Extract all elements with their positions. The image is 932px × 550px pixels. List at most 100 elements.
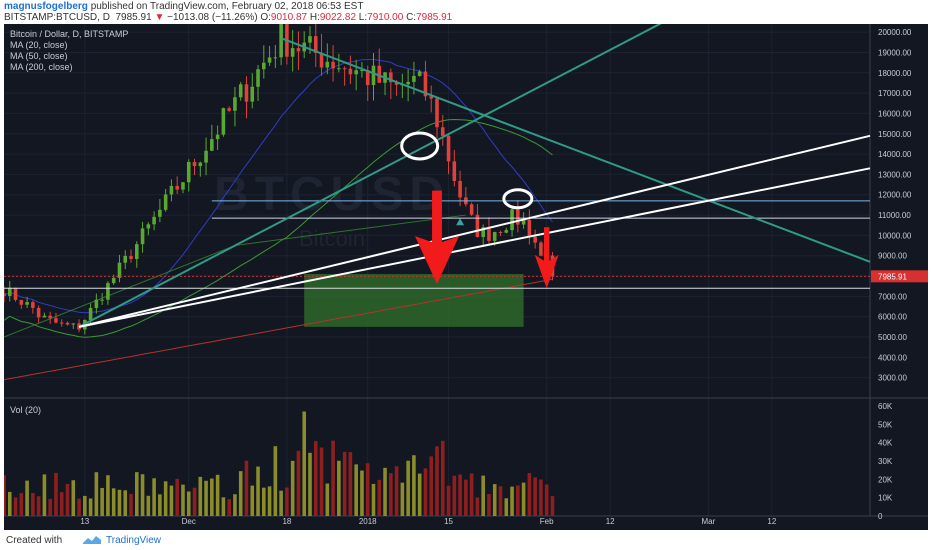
volume-bar-2017-11-05 [36,496,41,516]
moving-averages [3,58,553,381]
volume-bar-2017-12-29 [348,452,353,516]
volume-bar-2017-12-02 [192,487,197,516]
candle-2017-11-27 [163,194,168,210]
candle-2017-12-11 [244,84,249,102]
time-tick-label: Dec [182,517,196,526]
close-value: 7985.91 [416,12,453,23]
circle-annotation-2 [502,188,534,210]
change-value: −1013.08 (−11.26%) [167,12,258,23]
volume-bar-2018-01-22 [487,494,491,516]
candle-2018-01-13 [435,98,439,128]
low-label: L: [358,12,368,23]
volume-bar-2018-01-13 [435,446,439,516]
legend-ma20: MA (20, close) [10,40,68,50]
candle-2017-11-16 [100,299,104,301]
author-link[interactable]: magnusfogelberg [4,1,88,12]
candle-2017-12-23 [313,36,318,53]
candle-2018-01-03 [377,65,382,83]
volume-bar-2017-11-13 [83,495,87,516]
volume-bar-2017-11-03 [25,480,29,516]
volume-bar-2017-12-12 [250,485,255,516]
volume-bar-2018-01-04 [383,467,387,516]
time-axis[interactable]: 13 Dec 18 2018 15 Feb 12 Mar 12 [80,517,776,526]
volume-tick-label: 30K [878,457,893,466]
candle-2017-12-19 [290,48,295,57]
candle-2018-01-14 [440,127,445,136]
price-tick-label: 3000.00 [878,374,907,383]
open-label: O: [260,12,271,23]
publish-line: magnusfogelberg published on TradingView… [4,1,363,12]
footer: Created with TradingView [0,530,932,550]
price-tick-label: 7000.00 [878,292,907,301]
down-arrow-icon [415,190,459,285]
volume-bar-2017-10-30 [2,475,6,516]
chart-area[interactable]: BTCUSD Bitcoin 20000.00 19000.00 18000.00 1… [2,0,928,530]
candle-2017-11-11 [71,323,76,325]
annotations [400,131,559,289]
candle-2017-12-05 [210,139,214,151]
circle-annotation-1 [400,131,440,161]
volume-tick-label: 40K [878,439,893,448]
volume-bar-2018-01-12 [429,456,434,516]
price-tick-label: 20000.00 [878,28,912,37]
candle-2017-12-27 [337,68,341,70]
time-tick-label: 18 [282,517,291,526]
volume-bar-2017-12-13 [256,466,260,516]
candle-2017-12-31 [360,70,364,72]
volume-bar-2018-02-01 [544,484,549,516]
volume-tick-label: 10K [878,494,893,503]
candle-2017-11-23 [140,228,145,245]
volume-bar-2017-11-10 [65,483,70,516]
candle-2017-11-04 [31,302,35,308]
candle-2017-11-19 [117,262,122,278]
legend-title: Bitcoin / Dollar, D, BITSTAMP [10,29,128,39]
candle-2018-01-09 [412,75,416,82]
candle-2017-10-31 [7,287,12,296]
price-tick-label: 10000.00 [878,231,912,240]
volume-tick-label: 20K [878,475,893,484]
legend-ma200: MA (200, close) [10,62,73,72]
teal-rising-trendline [78,0,704,328]
volume-bar-2017-11-23 [140,474,145,516]
candle-2017-12-02 [192,162,197,167]
candle-2017-11-07 [48,315,52,319]
volume-bar-2017-12-17 [279,490,283,516]
candle-2017-11-14 [88,307,93,320]
candle-2018-01-27 [516,209,520,225]
low-value: 7910.00 [367,12,404,23]
up-marker-icon [456,218,465,226]
chart-svg[interactable]: BTCUSD Bitcoin 20000.00 19000.00 18000.00 1… [2,0,928,530]
ohlc-line: BITSTAMP:BTCUSD, D 7985.91 ▼ −1013.08 (−… [4,12,452,23]
volume-bar-2017-11-20 [123,490,128,516]
candle-2017-12-30 [354,70,358,75]
volume-bar-2018-01-05 [389,473,393,516]
candle-2017-11-08 [54,318,58,323]
candle-2018-01-12 [429,96,434,99]
volume-bar-2018-01-15 [446,485,451,516]
price-tick-label: 5000.00 [878,333,907,342]
volume-bar-2017-12-27 [337,460,341,516]
candle-2017-12-04 [204,150,208,163]
candle-2018-01-17 [458,180,462,198]
candle-2017-11-09 [59,322,64,324]
volume-bar-2017-11-02 [19,493,24,516]
candle-2017-11-03 [25,302,29,305]
volume-bar-2017-11-06 [42,474,47,516]
candle-2017-11-02 [19,299,24,305]
candle-2018-01-19 [469,204,474,215]
price-axis[interactable]: 20000.00 19000.00 18000.00 17000.00 16000.00… [871,28,928,383]
candle-2017-11-25 [152,216,156,225]
tradingview-link[interactable]: TradingView [106,535,162,546]
volume-tick-label: 60K [878,402,893,411]
volume-bar-2017-12-15 [267,486,272,516]
ma20-line [3,58,553,314]
candle-2018-01-20 [475,214,480,237]
candle-2017-12-28 [342,68,347,70]
teal-falling-trendline [280,37,871,263]
volume-bar-2018-01-30 [533,477,537,516]
volume-bar-2017-12-14 [262,487,266,516]
candle-2018-01-08 [406,81,410,85]
volume-bar-2017-12-21 [302,411,307,516]
candle-2018-01-01 [365,70,370,86]
volume-bar-2017-12-01 [186,491,191,516]
